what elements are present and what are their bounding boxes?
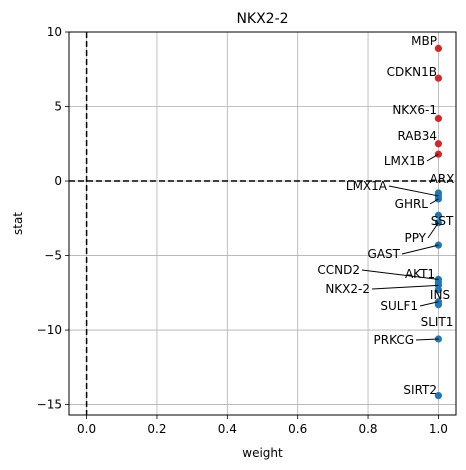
y-tick-label: 10 — [47, 25, 62, 39]
label-connector — [426, 153, 439, 162]
point-label: INS — [430, 288, 450, 302]
x-tick-label: 0.8 — [358, 422, 377, 436]
y-tick-label: −5 — [44, 249, 62, 263]
x-tick-label: 0.4 — [218, 422, 237, 436]
x-tick-label: 0.6 — [288, 422, 307, 436]
point-label: NKX6-1 — [392, 103, 437, 117]
point-label: CDKN1B — [387, 65, 437, 79]
data-point — [434, 195, 443, 203]
point-label: SLIT1 — [421, 315, 454, 329]
label-connector — [429, 198, 439, 205]
data-point — [434, 301, 443, 309]
label-connector — [361, 269, 439, 280]
label-connector — [419, 301, 439, 307]
y-tick-label: 0 — [54, 174, 62, 188]
y-tick-label: 5 — [54, 100, 62, 114]
point-label: GAST — [368, 247, 401, 261]
x-tick-label: 1.0 — [429, 422, 448, 436]
point-label: SST — [431, 214, 454, 228]
point-label: PPY — [404, 231, 426, 245]
data-point — [434, 392, 443, 400]
data-point — [434, 74, 443, 82]
point-label: CCND2 — [317, 263, 360, 277]
point-labels: MBP CDKN1B NKX6-1 RAB34 LMX1B ARX LMX1A GHRLSST… — [317, 34, 454, 397]
label-connector — [371, 284, 439, 290]
point-label: SIRT2 — [403, 383, 437, 397]
label-connector — [415, 338, 439, 341]
point-label: MBP — [411, 34, 437, 48]
label-connector — [388, 185, 439, 197]
point-label: AKT1 — [405, 267, 435, 281]
x-tick-label: 0.0 — [77, 422, 96, 436]
label-connector — [427, 222, 439, 239]
point-label: RAB34 — [397, 129, 437, 143]
chart-title: NKX2-2 — [236, 11, 288, 27]
label-connectors — [361, 153, 439, 341]
point-label: GHRL — [395, 197, 429, 211]
point-label: LMX1A — [346, 179, 388, 193]
label-connector — [401, 244, 439, 255]
point-label: NKX2-2 — [325, 282, 370, 296]
axis-ticks: 0.0 0.2 0.4 0.6 0.8 1.0 −15 −10 −5 0 5 10 — [37, 25, 448, 436]
plot-frame — [68, 31, 457, 416]
grid-layer — [69, 31, 456, 415]
data-point — [434, 114, 443, 123]
data-point — [434, 286, 443, 294]
point-label: SULF1 — [380, 299, 418, 313]
reference-lines — [69, 32, 456, 415]
point-label: ARX — [430, 172, 455, 186]
point-label: PRKCG — [374, 333, 414, 347]
y-tick-label: −10 — [37, 323, 62, 337]
x-axis-label: weight — [242, 446, 283, 460]
data-point — [434, 211, 443, 219]
data-point — [434, 44, 443, 52]
point-label: LMX1B — [384, 154, 425, 168]
y-axis-label: stat — [11, 212, 25, 235]
data-point — [434, 140, 443, 148]
x-tick-label: 0.2 — [147, 422, 166, 436]
y-tick-label: −15 — [37, 398, 62, 412]
